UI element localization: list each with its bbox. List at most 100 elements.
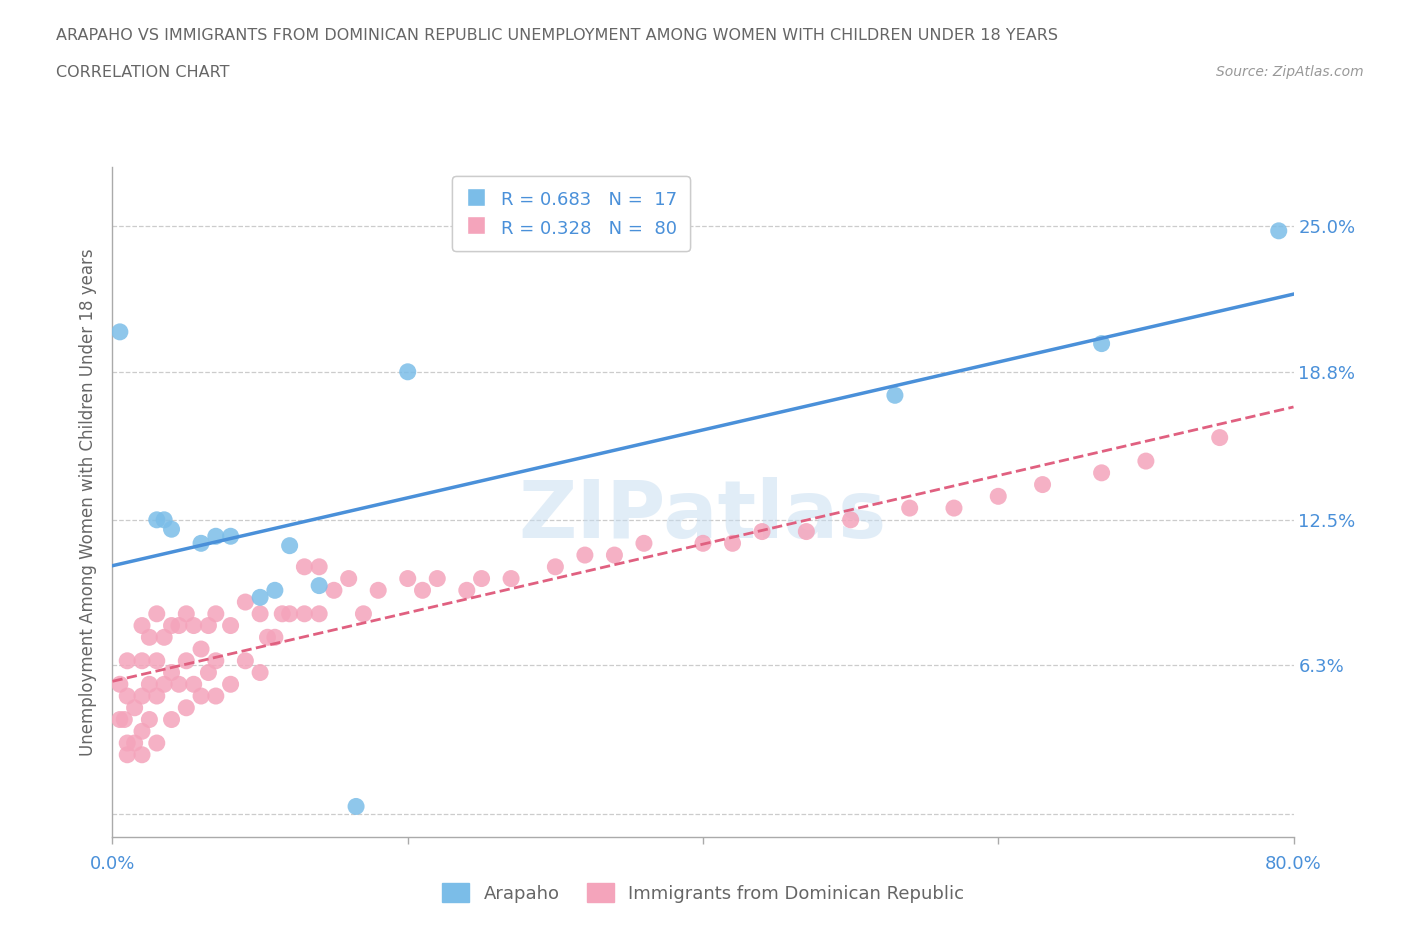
Point bbox=[219, 618, 242, 633]
Point bbox=[219, 677, 242, 692]
Point bbox=[167, 618, 190, 633]
Point bbox=[411, 583, 433, 598]
Point bbox=[146, 654, 169, 669]
Point bbox=[264, 630, 287, 644]
Point bbox=[174, 700, 197, 715]
Point bbox=[146, 606, 169, 621]
Point bbox=[160, 618, 183, 633]
Point bbox=[603, 548, 626, 563]
Point bbox=[117, 654, 138, 669]
Point bbox=[256, 630, 278, 644]
Text: CORRELATION CHART: CORRELATION CHART bbox=[56, 65, 229, 80]
Legend: R = 0.683   N =  17, R = 0.328   N =  80: R = 0.683 N = 17, R = 0.328 N = 80 bbox=[453, 177, 690, 251]
Point bbox=[352, 606, 374, 621]
Point bbox=[205, 606, 228, 621]
Point bbox=[146, 688, 169, 703]
Point bbox=[323, 583, 346, 598]
Point bbox=[249, 665, 271, 680]
Point bbox=[898, 500, 921, 515]
Point bbox=[160, 665, 183, 680]
Point bbox=[249, 590, 271, 604]
Point bbox=[117, 748, 138, 763]
Point bbox=[233, 594, 256, 609]
Point bbox=[160, 522, 183, 537]
Legend: Arapaho, Immigrants from Dominican Republic: Arapaho, Immigrants from Dominican Repub… bbox=[433, 874, 973, 911]
Point bbox=[174, 654, 197, 669]
Point bbox=[190, 688, 212, 703]
Point bbox=[721, 536, 744, 551]
Point bbox=[544, 559, 567, 574]
Point bbox=[308, 559, 330, 574]
Point bbox=[108, 677, 131, 692]
Point bbox=[987, 489, 1010, 504]
Point bbox=[153, 512, 176, 527]
Point bbox=[292, 559, 315, 574]
Point bbox=[167, 677, 190, 692]
Point bbox=[633, 536, 655, 551]
Point bbox=[138, 712, 160, 727]
Point bbox=[574, 548, 596, 563]
Text: ZIPatlas: ZIPatlas bbox=[519, 476, 887, 554]
Point bbox=[146, 736, 169, 751]
Point bbox=[174, 606, 197, 621]
Point bbox=[271, 606, 294, 621]
Point bbox=[751, 525, 773, 539]
Point bbox=[117, 736, 138, 751]
Point bbox=[190, 536, 212, 551]
Point bbox=[292, 606, 315, 621]
Point bbox=[337, 571, 360, 586]
Point bbox=[205, 654, 228, 669]
Point bbox=[942, 500, 965, 515]
Point bbox=[160, 712, 183, 727]
Point bbox=[456, 583, 478, 598]
Point bbox=[308, 606, 330, 621]
Point bbox=[183, 677, 205, 692]
Point bbox=[1091, 336, 1114, 351]
Point bbox=[884, 388, 907, 403]
Point bbox=[131, 724, 153, 738]
Point bbox=[219, 529, 242, 544]
Point bbox=[197, 618, 219, 633]
Point bbox=[1208, 431, 1232, 445]
Point bbox=[501, 571, 523, 586]
Point bbox=[153, 677, 176, 692]
Point bbox=[131, 654, 153, 669]
Point bbox=[396, 571, 419, 586]
Point bbox=[278, 606, 301, 621]
Point bbox=[278, 538, 301, 553]
Text: ARAPAHO VS IMMIGRANTS FROM DOMINICAN REPUBLIC UNEMPLOYMENT AMONG WOMEN WITH CHIL: ARAPAHO VS IMMIGRANTS FROM DOMINICAN REP… bbox=[56, 28, 1059, 43]
Point bbox=[1135, 454, 1157, 469]
Point bbox=[426, 571, 449, 586]
Point bbox=[124, 700, 146, 715]
Y-axis label: Unemployment Among Women with Children Under 18 years: Unemployment Among Women with Children U… bbox=[79, 248, 97, 756]
Point bbox=[396, 365, 419, 379]
Point bbox=[108, 325, 131, 339]
Point bbox=[138, 677, 160, 692]
Point bbox=[124, 736, 146, 751]
Point bbox=[108, 712, 131, 727]
Point bbox=[796, 525, 818, 539]
Point bbox=[344, 799, 367, 814]
Point bbox=[131, 618, 153, 633]
Point bbox=[367, 583, 389, 598]
Point bbox=[205, 529, 228, 544]
Point bbox=[112, 712, 135, 727]
Point bbox=[1091, 465, 1114, 480]
Point bbox=[839, 512, 862, 527]
Point bbox=[205, 688, 228, 703]
Point bbox=[131, 688, 153, 703]
Point bbox=[1032, 477, 1054, 492]
Point bbox=[190, 642, 212, 657]
Point bbox=[197, 665, 219, 680]
Point bbox=[308, 578, 330, 593]
Text: Source: ZipAtlas.com: Source: ZipAtlas.com bbox=[1216, 65, 1364, 79]
Point bbox=[470, 571, 494, 586]
Point bbox=[264, 583, 287, 598]
Point bbox=[117, 688, 138, 703]
Point bbox=[1268, 223, 1291, 238]
Point bbox=[138, 630, 160, 644]
Point bbox=[131, 748, 153, 763]
Point bbox=[249, 606, 271, 621]
Point bbox=[233, 654, 256, 669]
Point bbox=[692, 536, 714, 551]
